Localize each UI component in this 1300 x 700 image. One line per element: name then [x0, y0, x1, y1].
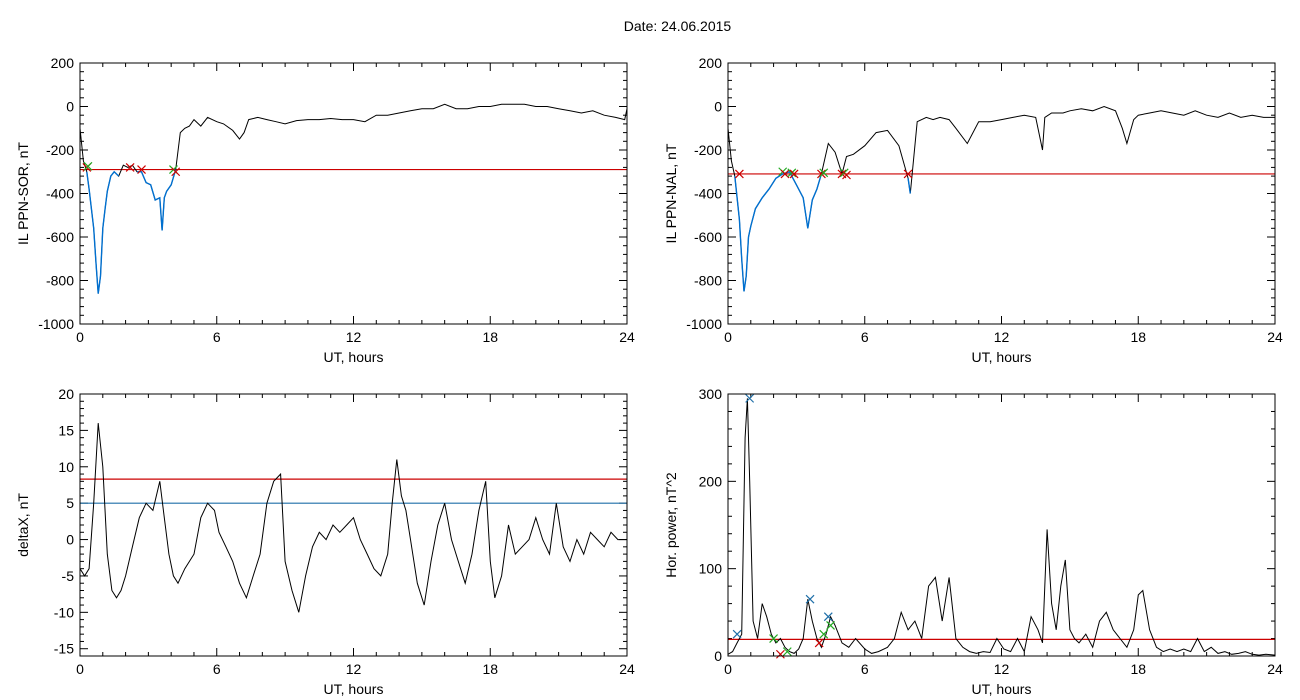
- y-tick-label: 200: [51, 55, 75, 71]
- highlight-segment: [86, 170, 120, 294]
- plot-frame: [79, 393, 628, 657]
- y-tick-label: 20: [58, 386, 74, 402]
- chart-panel-il-nal: 0 6 12 18 24 200 0 -200 -400 -600 -800 -1000 UT, hou…: [663, 55, 1283, 365]
- y-tick-label: 300: [699, 386, 723, 402]
- y-tick-label: -600: [46, 229, 74, 245]
- x-axis-label: UT, hours: [972, 681, 1032, 697]
- x-tick-label: 0: [76, 661, 84, 677]
- y-tick-label: -800: [46, 273, 74, 289]
- marker-red: [171, 167, 181, 177]
- x-tick-label: 12: [994, 661, 1010, 677]
- figure-title: Date: 24.06.2015: [623, 18, 732, 34]
- y-tick-label: 0: [714, 99, 722, 115]
- marker-blue: [745, 393, 755, 403]
- y-tick-label: 15: [58, 422, 74, 438]
- x-tick-label: 0: [724, 329, 732, 345]
- x-tick-label: 18: [482, 661, 498, 677]
- y-tick-label: 100: [699, 561, 723, 577]
- x-tick-label: 24: [619, 661, 635, 677]
- marker-blue: [805, 594, 815, 604]
- marker-red: [734, 169, 744, 179]
- x-tick-label: 24: [1267, 329, 1283, 345]
- marker-red: [775, 649, 785, 659]
- x-tick-label: 18: [1130, 661, 1146, 677]
- y-tick-label: 10: [58, 459, 74, 475]
- x-axis-label: UT, hours: [324, 349, 384, 365]
- x-tick-label: 24: [619, 329, 635, 345]
- chart-panel-hor-power: 0 6 12 18 24 300 200 100 0 UT, hours Hor. power, n…: [663, 386, 1283, 697]
- series-line: [728, 398, 1275, 656]
- x-tick-label: 6: [213, 329, 221, 345]
- marker-red: [817, 169, 826, 179]
- marker-green: [819, 629, 829, 639]
- x-tick-label: 18: [482, 329, 498, 345]
- series-line: [80, 423, 627, 613]
- series-line: [728, 105, 1275, 292]
- highlight-segment: [137, 169, 177, 231]
- marker-green: [819, 168, 829, 178]
- marker-red: [842, 170, 851, 180]
- marker-red: [789, 169, 799, 179]
- x-axis-label: UT, hours: [324, 681, 384, 697]
- plot-frame: [727, 393, 1276, 657]
- y-tick-label: -200: [694, 142, 722, 158]
- marker-red: [814, 638, 824, 648]
- series-line: [80, 103, 627, 294]
- x-tick-label: 12: [346, 661, 362, 677]
- y-tick-label: 5: [66, 495, 74, 511]
- x-tick-label: 12: [346, 329, 362, 345]
- x-tick-label: 24: [1267, 661, 1283, 677]
- y-tick-label: 200: [699, 55, 723, 71]
- y-tick-label: -15: [54, 641, 74, 657]
- marker-red: [903, 169, 913, 179]
- x-tick-label: 0: [76, 329, 84, 345]
- y-tick-label: -1000: [686, 316, 722, 332]
- x-tick-label: 6: [861, 329, 869, 345]
- y-tick-label: -200: [46, 142, 74, 158]
- x-tick-label: 6: [861, 661, 869, 677]
- y-tick-label: -800: [694, 273, 722, 289]
- marker-blue: [732, 629, 742, 639]
- y-tick-label: -10: [54, 604, 74, 620]
- y-axis-label: IL PPN-SOR, nT: [15, 142, 31, 245]
- plot-frame: [727, 62, 1276, 325]
- highlight-segment: [734, 170, 823, 292]
- x-tick-label: 18: [1130, 329, 1146, 345]
- y-axis-label: IL PPN-NAL, nT: [663, 143, 679, 243]
- y-tick-label: 0: [66, 99, 74, 115]
- x-tick-label: 12: [994, 329, 1010, 345]
- marker-green: [83, 161, 93, 171]
- x-axis-label: UT, hours: [972, 349, 1032, 365]
- chart-panel-il-sor: 0 6 12 18 24 200 0 -200 -400 -600 -800 -1000 UT, hou…: [15, 55, 635, 365]
- marker-red: [137, 165, 146, 174]
- marker-green: [787, 168, 797, 178]
- y-axis-label: deltaX, nT: [15, 493, 31, 557]
- y-axis-label: Hor. power, nT^2: [663, 472, 679, 578]
- plot-frame: [79, 62, 628, 325]
- x-tick-label: 0: [724, 661, 732, 677]
- marker-green: [826, 621, 835, 630]
- y-tick-label: -1000: [38, 316, 74, 332]
- y-tick-label: -400: [46, 186, 74, 202]
- chart-panel-deltax: 0 6 12 18 24 20 15 10 5 0 -5 -10 -15 UT, hours deltaX,…: [15, 386, 635, 697]
- y-tick-label: 0: [714, 648, 722, 664]
- y-tick-label: -600: [694, 229, 722, 245]
- marker-green: [769, 634, 779, 643]
- marker-red: [125, 162, 135, 172]
- y-tick-label: -400: [694, 186, 722, 202]
- y-tick-label: -5: [62, 568, 75, 584]
- x-tick-label: 6: [213, 661, 221, 677]
- marker-green: [782, 647, 792, 657]
- y-tick-label: 200: [699, 473, 723, 489]
- y-tick-label: 0: [66, 532, 74, 548]
- marker-blue: [823, 612, 833, 622]
- highlight-segment: [907, 178, 911, 194]
